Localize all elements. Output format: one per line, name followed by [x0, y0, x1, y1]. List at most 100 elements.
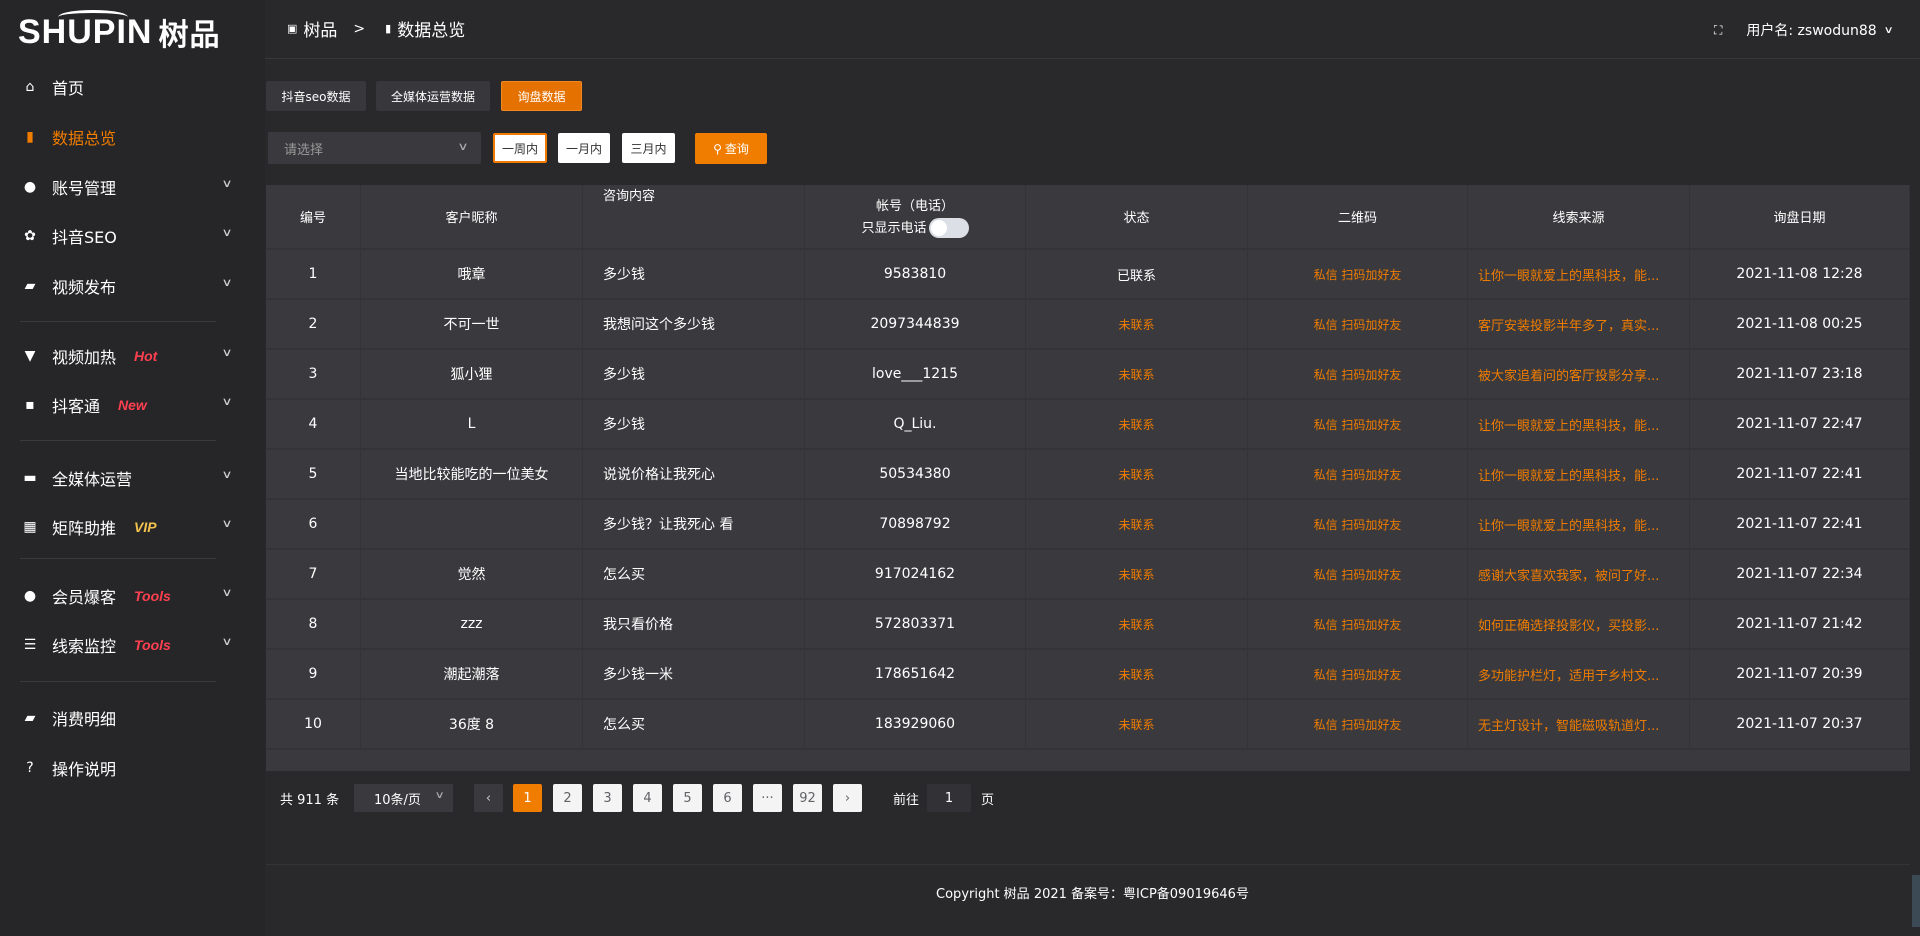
sidebar-item-2[interactable]: ● 账号管理 ∨ — [22, 167, 237, 207]
cell-content: 多少钱 — [583, 350, 805, 398]
wallet-icon: ▰ — [24, 710, 36, 726]
sidebar-item-label: 抖音SEO — [52, 228, 117, 247]
cell-qrcode[interactable]: 私信 扫码加好友 — [1248, 250, 1468, 298]
tab-inquiry[interactable]: 询盘数据 — [501, 81, 582, 111]
page-size-select[interactable]: 10条/页 ∨ — [354, 784, 453, 812]
cell-qrcode[interactable]: 私信 扫码加好友 — [1248, 350, 1468, 398]
table-header: 编号 客户昵称 咨询内容 帐号（电话） 只显示电话 状态 二维码 线索来源 询盘日期 — [266, 185, 1910, 250]
cell-id: 6 — [266, 500, 361, 548]
sidebar-item-9[interactable]: ● 会员爆客 Tools ∨ — [22, 576, 237, 616]
range-3month-button[interactable]: 三月内 — [622, 133, 675, 163]
table-row: 4 L 多少钱 Q_Liu. 未联系 私信 扫码加好友 让你一眼就爱上的黑科技，能... 20… — [266, 400, 1910, 450]
cell-content: 多少钱 — [583, 250, 805, 298]
sidebar-item-4[interactable]: ▰ 视频发布 ∨ — [22, 266, 237, 306]
cell-nickname: 觉然 — [361, 550, 583, 598]
cell-content: 多少钱？让我死心 看 — [583, 500, 805, 548]
select-placeholder: 请选择 — [284, 142, 324, 158]
page-button[interactable]: 6 — [713, 784, 742, 812]
page-button[interactable]: 5 — [673, 784, 702, 812]
filter-select[interactable]: 请选择 ∨ — [268, 132, 481, 164]
page-button[interactable]: 1 — [513, 784, 542, 812]
cell-date: 2021-11-07 22:41 — [1690, 450, 1910, 498]
cell-source[interactable]: 让你一眼就爱上的黑科技，能... — [1468, 450, 1690, 498]
sidebar-item-0[interactable]: ⌂ 首页 — [22, 67, 237, 107]
page-button[interactable]: 3 — [593, 784, 622, 812]
cell-qrcode[interactable]: 私信 扫码加好友 — [1248, 600, 1468, 648]
cell-nickname: 狐小狸 — [361, 350, 583, 398]
cell-source[interactable]: 让你一眼就爱上的黑科技，能... — [1468, 400, 1690, 448]
cell-id: 9 — [266, 650, 361, 698]
chevron-down-icon: ∨ — [221, 468, 233, 481]
cell-source[interactable]: 无主灯设计，智能磁吸轨道灯... — [1468, 700, 1690, 748]
page-button[interactable]: 2 — [553, 784, 582, 812]
cell-status: 未联系 — [1026, 300, 1248, 348]
divider — [20, 321, 216, 322]
range-week-button[interactable]: 一周内 — [493, 133, 547, 163]
cell-qrcode[interactable]: 私信 扫码加好友 — [1248, 400, 1468, 448]
cell-source[interactable]: 让你一眼就爱上的黑科技，能... — [1468, 250, 1690, 298]
page-suffix: 页 — [981, 792, 995, 808]
sidebar-item-label: 视频发布 — [52, 278, 117, 297]
table-row: 6 多少钱？让我死心 看 70898792 未联系 私信 扫码加好友 让你一眼就爱上的黑科… — [266, 500, 1910, 550]
header: ▣ 树品 > ▮ 数据总览 ⛶ 用户名: zswodun88 ∨ — [265, 0, 1920, 59]
column-header: 二维码 — [1248, 185, 1468, 248]
cell-status: 未联系 — [1026, 450, 1248, 498]
cell-qrcode[interactable]: 私信 扫码加好友 — [1248, 650, 1468, 698]
cell-source[interactable]: 客厅安装投影半年多了，真实... — [1468, 300, 1690, 348]
cell-account: 2097344839 — [805, 300, 1026, 348]
cell-account: 572803371 — [805, 600, 1026, 648]
page-button[interactable]: 4 — [633, 784, 662, 812]
tab-all-media[interactable]: 全媒体运营数据 — [376, 81, 490, 111]
goto-label: 前往 — [893, 792, 920, 808]
gear-icon: ✿ — [24, 228, 36, 244]
sidebar-item-3[interactable]: ✿ 抖音SEO ∨ — [22, 216, 237, 256]
sidebar-item-5[interactable]: ▼ 视频加热 Hot ∨ — [22, 336, 237, 376]
cell-nickname: L — [361, 400, 583, 448]
table-row: 1 哦章 多少钱 9583810 已联系 私信 扫码加好友 让你一眼就爱上的黑科技，能...… — [266, 250, 1910, 300]
sidebar-item-1[interactable]: ▮ 数据总览 — [22, 117, 237, 157]
sidebar-item-7[interactable]: ▬ 全媒体运营 ∨ — [22, 458, 237, 498]
cell-source[interactable]: 让你一眼就爱上的黑科技，能... — [1468, 500, 1690, 548]
cell-source[interactable]: 被大家追着问的客厅投影分享... — [1468, 350, 1690, 398]
monitor-icon: ▼ — [24, 348, 36, 364]
sidebar-item-11[interactable]: ▰ 消费明细 — [22, 698, 237, 738]
more-pages-button[interactable]: ··· — [753, 784, 782, 812]
chevron-down-icon: ∨ — [221, 276, 233, 289]
user-menu[interactable]: ⛶ 用户名: zswodun88 ∨ — [1713, 20, 1894, 40]
cell-source[interactable]: 如何正确选择投影仪，买投影... — [1468, 600, 1690, 648]
cell-content: 怎么买 — [583, 550, 805, 598]
cell-source[interactable]: 感谢大家喜欢我家，被问了好... — [1468, 550, 1690, 598]
chevron-down-icon: ∨ — [221, 346, 233, 359]
logo[interactable]: SHUPIN 树品 — [18, 10, 220, 52]
next-page-button[interactable]: › — [833, 784, 862, 812]
column-header-label: 询盘日期 — [1773, 211, 1826, 226]
tab-douyin-seo[interactable]: 抖音seo数据 — [266, 81, 366, 111]
page-size-value: 10条/页 — [374, 792, 421, 808]
cell-qrcode[interactable]: 私信 扫码加好友 — [1248, 500, 1468, 548]
sidebar-item-8[interactable]: ▦ 矩阵助推 VIP ∨ — [22, 507, 237, 547]
sidebar-item-6[interactable]: ▪ 抖客通 New ∨ — [22, 385, 237, 425]
breadcrumb-root[interactable]: 树品 — [303, 21, 338, 41]
cell-qrcode[interactable]: 私信 扫码加好友 — [1248, 550, 1468, 598]
chat-icon: ▪ — [25, 397, 35, 413]
sidebar-item-12[interactable]: ? 操作说明 — [22, 748, 237, 788]
fullscreen-icon[interactable]: ⛶ — [1713, 22, 1723, 37]
range-month-button[interactable]: 一月内 — [558, 133, 610, 163]
cell-date: 2021-11-07 22:34 — [1690, 550, 1910, 598]
cell-content: 怎么买 — [583, 700, 805, 748]
goto-page-input[interactable]: 1 — [927, 784, 971, 812]
prev-page-button[interactable]: ‹ — [474, 784, 503, 812]
cell-qrcode[interactable]: 私信 扫码加好友 — [1248, 450, 1468, 498]
sidebar-item-10[interactable]: ☰ 线索监控 Tools ∨ — [22, 625, 237, 665]
chevron-down-icon: ∨ — [1883, 24, 1894, 36]
page-button[interactable]: 92 — [793, 784, 822, 812]
cell-qrcode[interactable]: 私信 扫码加好友 — [1248, 300, 1468, 348]
cell-source[interactable]: 多功能护栏灯，适用于乡村文... — [1468, 650, 1690, 698]
cell-qrcode[interactable]: 私信 扫码加好友 — [1248, 700, 1468, 748]
phone-only-toggle[interactable] — [928, 218, 969, 239]
cell-date: 2021-11-07 20:37 — [1690, 700, 1910, 748]
cell-status: 未联系 — [1026, 550, 1248, 598]
scrollbar[interactable] — [1912, 875, 1920, 927]
column-header: 状态 — [1026, 185, 1248, 248]
query-button[interactable]: ⚲ 查询 — [695, 133, 767, 164]
